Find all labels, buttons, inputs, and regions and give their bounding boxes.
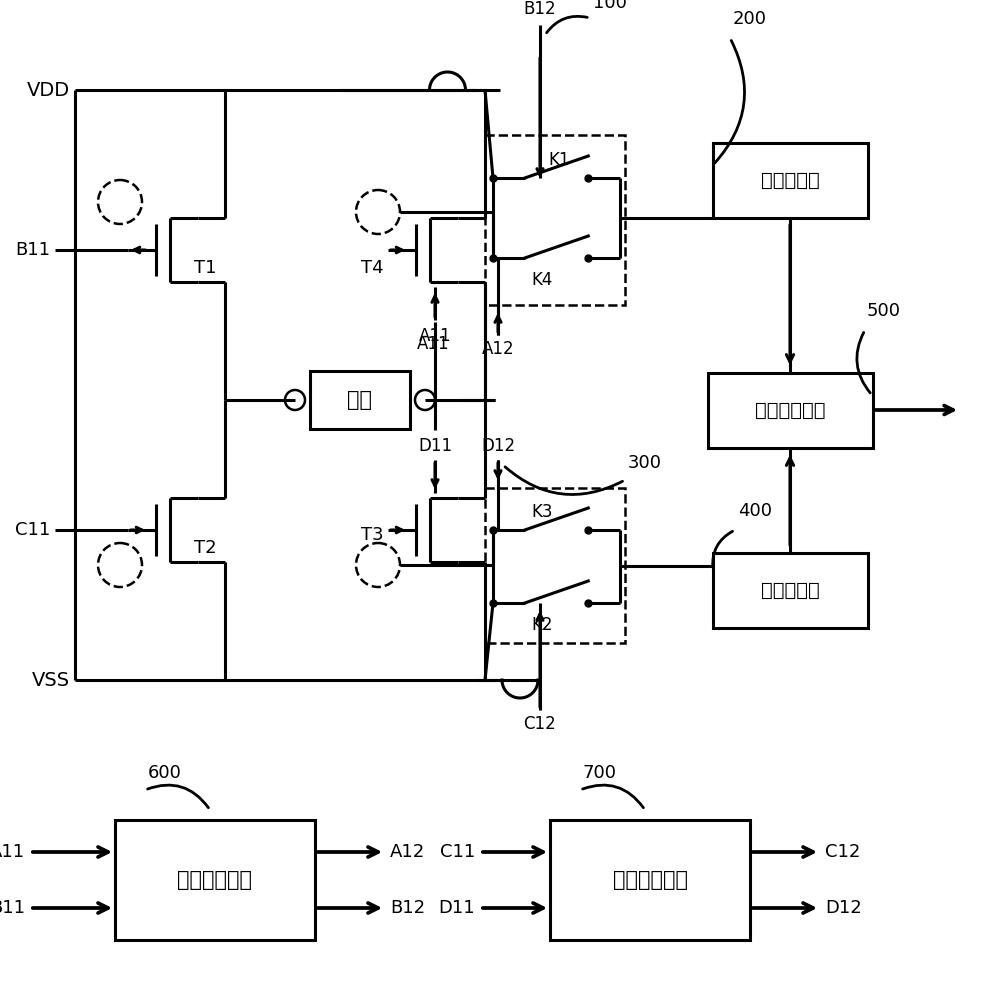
Text: B12: B12	[523, 0, 556, 18]
Text: VDD: VDD	[27, 81, 70, 100]
Text: D12: D12	[824, 899, 861, 917]
Text: 600: 600	[148, 764, 182, 782]
Text: C11: C11	[15, 521, 50, 539]
Text: 300: 300	[627, 454, 661, 472]
Text: C12: C12	[523, 715, 556, 733]
Text: K4: K4	[531, 271, 552, 289]
Text: K1: K1	[548, 151, 569, 169]
Text: 负载: 负载	[347, 390, 372, 410]
Text: B11: B11	[0, 899, 25, 917]
Text: D11: D11	[438, 899, 474, 917]
Text: B11: B11	[15, 241, 50, 259]
Text: 200: 200	[733, 10, 766, 28]
Text: D12: D12	[480, 437, 515, 455]
Text: C12: C12	[824, 843, 860, 861]
Text: D11: D11	[417, 437, 451, 455]
Text: K2: K2	[531, 616, 552, 634]
Text: 700: 700	[582, 764, 616, 782]
Text: 100: 100	[592, 0, 626, 12]
Text: 第一比较器: 第一比较器	[759, 171, 818, 190]
Text: A11: A11	[418, 327, 451, 345]
Text: 逻辑控制模块: 逻辑控制模块	[754, 400, 824, 420]
Text: 500: 500	[866, 302, 901, 320]
FancyBboxPatch shape	[712, 552, 867, 628]
Text: 第二仲裁模块: 第二仲裁模块	[612, 870, 687, 890]
Text: A11: A11	[0, 843, 25, 861]
Text: A11: A11	[416, 335, 449, 353]
FancyBboxPatch shape	[707, 372, 872, 448]
Text: B12: B12	[390, 899, 424, 917]
Text: A12: A12	[481, 340, 514, 358]
FancyBboxPatch shape	[712, 143, 867, 218]
Text: 400: 400	[738, 502, 771, 520]
Text: 第一仲裁模块: 第一仲裁模块	[177, 870, 252, 890]
Text: A12: A12	[390, 843, 424, 861]
Text: T2: T2	[194, 539, 216, 557]
Text: T3: T3	[361, 526, 383, 544]
Text: VSS: VSS	[32, 670, 70, 690]
FancyBboxPatch shape	[550, 820, 749, 940]
Text: T4: T4	[361, 259, 383, 277]
FancyBboxPatch shape	[310, 371, 410, 429]
Text: T1: T1	[194, 259, 216, 277]
Text: C11: C11	[439, 843, 474, 861]
Text: 第二比较器: 第二比较器	[759, 580, 818, 599]
FancyBboxPatch shape	[115, 820, 315, 940]
Text: K3: K3	[531, 503, 552, 521]
